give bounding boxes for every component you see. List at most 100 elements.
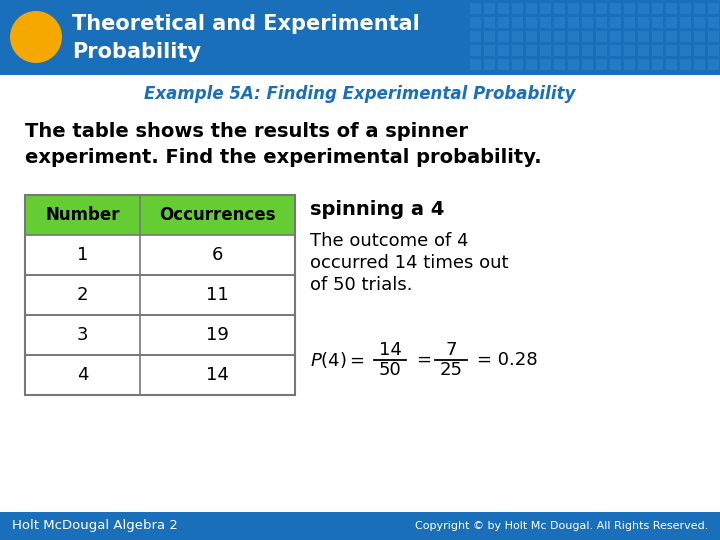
Bar xyxy=(610,17,621,28)
Text: 25: 25 xyxy=(439,361,462,379)
Bar xyxy=(652,45,663,56)
Bar xyxy=(470,31,481,42)
Bar xyxy=(554,59,565,70)
Bar xyxy=(526,17,537,28)
Bar xyxy=(582,3,593,14)
Bar xyxy=(512,31,523,42)
Bar xyxy=(666,59,677,70)
Text: experiment. Find the experimental probability.: experiment. Find the experimental probab… xyxy=(25,148,541,167)
Bar xyxy=(694,31,705,42)
Text: Occurrences: Occurrences xyxy=(159,206,276,224)
Bar xyxy=(25,315,295,355)
Bar xyxy=(498,3,509,14)
Bar xyxy=(610,31,621,42)
Text: =: = xyxy=(416,351,431,369)
Bar xyxy=(484,59,495,70)
Bar xyxy=(498,59,509,70)
Text: Probability: Probability xyxy=(72,42,201,62)
Text: 3: 3 xyxy=(77,326,89,344)
Bar xyxy=(540,45,551,56)
Text: $P(4) =$: $P(4) =$ xyxy=(310,350,365,370)
Text: Number: Number xyxy=(45,206,120,224)
Bar xyxy=(568,3,579,14)
Bar xyxy=(666,17,677,28)
Bar xyxy=(484,31,495,42)
Bar xyxy=(680,3,691,14)
Text: Copyright © by Holt Mc Dougal. All Rights Reserved.: Copyright © by Holt Mc Dougal. All Right… xyxy=(415,521,708,531)
Bar xyxy=(25,195,295,235)
Bar xyxy=(25,275,295,315)
Bar xyxy=(582,45,593,56)
Bar xyxy=(470,17,481,28)
Text: 14: 14 xyxy=(206,366,229,384)
Bar xyxy=(25,355,295,395)
Bar xyxy=(638,45,649,56)
Bar xyxy=(638,17,649,28)
Bar xyxy=(498,45,509,56)
Bar xyxy=(540,59,551,70)
Text: 1: 1 xyxy=(77,246,88,264)
Bar xyxy=(680,17,691,28)
Text: 14: 14 xyxy=(379,341,402,359)
Bar xyxy=(582,59,593,70)
Bar xyxy=(484,3,495,14)
Bar xyxy=(652,59,663,70)
Bar xyxy=(470,45,481,56)
Text: 6: 6 xyxy=(212,246,223,264)
Bar xyxy=(708,31,719,42)
Bar xyxy=(624,3,635,14)
Bar xyxy=(512,3,523,14)
Bar xyxy=(694,3,705,14)
Bar xyxy=(554,31,565,42)
Bar xyxy=(540,31,551,42)
Bar xyxy=(610,45,621,56)
Bar xyxy=(526,45,537,56)
Bar xyxy=(652,17,663,28)
Bar xyxy=(666,3,677,14)
Bar xyxy=(25,275,295,315)
Bar xyxy=(540,3,551,14)
Bar xyxy=(624,31,635,42)
Bar xyxy=(694,45,705,56)
Bar xyxy=(610,59,621,70)
Bar xyxy=(0,0,720,75)
Bar xyxy=(694,17,705,28)
Bar xyxy=(666,31,677,42)
Bar xyxy=(470,3,481,14)
Text: of 50 trials.: of 50 trials. xyxy=(310,276,413,294)
Bar xyxy=(582,31,593,42)
Bar xyxy=(554,3,565,14)
Bar xyxy=(708,45,719,56)
Bar xyxy=(526,31,537,42)
Bar xyxy=(568,17,579,28)
Circle shape xyxy=(10,11,62,63)
Bar xyxy=(498,31,509,42)
Bar xyxy=(708,3,719,14)
Text: The table shows the results of a spinner: The table shows the results of a spinner xyxy=(25,122,468,141)
Bar xyxy=(25,355,295,395)
Text: 19: 19 xyxy=(206,326,229,344)
Bar xyxy=(596,3,607,14)
Bar xyxy=(638,3,649,14)
Bar xyxy=(624,59,635,70)
Bar xyxy=(680,59,691,70)
Bar xyxy=(25,235,295,275)
Bar xyxy=(25,315,295,355)
Bar xyxy=(624,17,635,28)
Bar xyxy=(708,59,719,70)
Bar xyxy=(484,17,495,28)
Bar xyxy=(568,59,579,70)
Bar xyxy=(652,3,663,14)
Bar xyxy=(512,17,523,28)
Bar xyxy=(568,45,579,56)
Bar xyxy=(680,31,691,42)
Text: 2: 2 xyxy=(77,286,89,304)
Text: = 0.28: = 0.28 xyxy=(477,351,538,369)
Bar xyxy=(652,31,663,42)
Text: Holt McDougal Algebra 2: Holt McDougal Algebra 2 xyxy=(12,519,178,532)
Bar xyxy=(568,31,579,42)
Bar xyxy=(624,45,635,56)
Text: Theoretical and Experimental: Theoretical and Experimental xyxy=(72,14,420,34)
Bar xyxy=(582,17,593,28)
Text: spinning a 4: spinning a 4 xyxy=(310,200,444,219)
